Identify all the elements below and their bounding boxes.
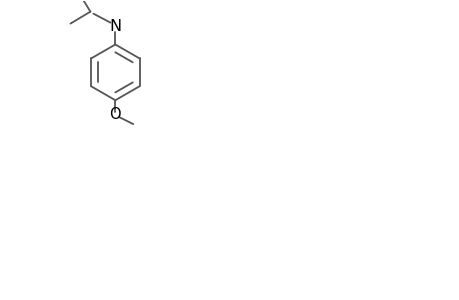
Text: O: O [109,107,121,122]
Text: N: N [109,19,121,34]
